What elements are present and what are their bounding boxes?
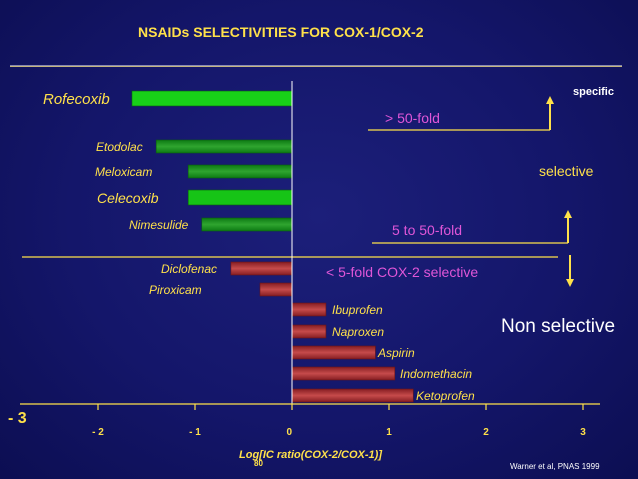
arrow-selective-head [564,210,572,218]
bar-label-nimesulide: Nimesulide [129,218,189,232]
annotation-specific: specific [573,86,614,98]
bar-etodolac [155,139,293,154]
bar-label-indomethacin: Indomethacin [400,367,472,381]
x-axis-label-subscript: 80 [254,459,263,468]
arrow-specific-head [546,96,554,104]
bar-label-aspirin: Aspirin [377,346,415,360]
bar-label-naproxen: Naproxen [332,325,384,339]
annotation-50-fold: > 50-fold [385,110,440,126]
bar-ibuprofen [291,302,327,317]
bar-naproxen [291,324,327,339]
arrow-non-selective-head [566,279,574,287]
x-tick-label-0: 0 [286,427,292,438]
bar-aspirin [291,345,376,360]
x-tick-label-2: 2 [483,427,489,438]
bar-diclofenac [230,261,293,276]
bar-piroxicam [259,282,293,297]
bar-label-celecoxib: Celecoxib [97,190,159,206]
x-axis-label: Log[IC ratio(COX-2/COX-1)] [239,449,382,461]
bar-label-diclofenac: Diclofenac [161,262,217,276]
x-tick-label--2: - 2 [92,427,104,438]
bar-label-ibuprofen: Ibuprofen [332,303,383,317]
x-tick-label-1: 1 [386,427,392,438]
bar-label-rofecoxib: Rofecoxib [43,91,110,108]
bar-ketoprofen [291,388,414,403]
x-tick-label-3: 3 [580,427,586,438]
citation: Warner et al, PNAS 1999 [510,462,600,471]
bar-rofecoxib [131,90,293,107]
chart-title: NSAIDs SELECTIVITIES FOR COX-1/COX-2 [138,24,424,40]
annotation-5-50-fold: 5 to 50-fold [392,222,463,238]
annotation-selective: selective [539,163,594,179]
bar-meloxicam [187,164,293,179]
annotation-non-selective: Non selective [501,316,616,337]
bar-label-ketoprofen: Ketoprofen [416,389,475,403]
x-tick-label--1: - 1 [189,427,201,438]
bar-label-etodolac: Etodolac [96,140,143,154]
bar-indomethacin [291,366,396,381]
bar-label-piroxicam: Piroxicam [149,283,202,297]
bar-label-meloxicam: Meloxicam [95,165,152,179]
annotation-5-fold: < 5-fold COX-2 selective [326,264,479,280]
x-tick-label--3: - 3 [8,410,27,427]
bar-nimesulide [201,217,293,232]
bar-celecoxib [187,189,293,206]
